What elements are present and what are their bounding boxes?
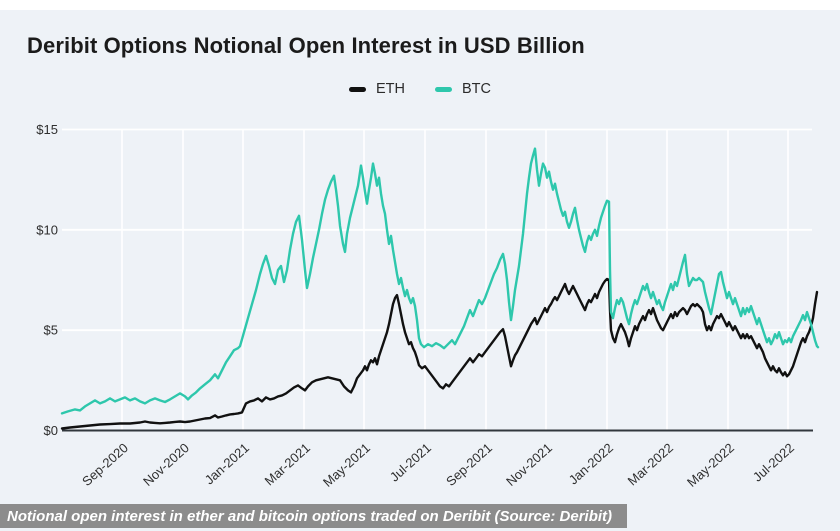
page-title: Deribit Options Notional Open Interest i… xyxy=(27,33,585,58)
y-axis-tick-label: $10 xyxy=(36,222,58,237)
legend-item-btc: BTC xyxy=(435,81,491,97)
x-axis-tick-label: Mar-2021 xyxy=(262,440,313,488)
x-axis-tick-label: Jul-2021 xyxy=(387,440,434,485)
x-axis-tick-label: Jan-2022 xyxy=(566,440,616,487)
x-axis-tick-label: May-2021 xyxy=(320,440,373,490)
btc-line-series xyxy=(60,147,820,415)
legend-label-eth: ETH xyxy=(376,81,405,97)
x-axis-tick-label: Jul-2022 xyxy=(750,440,797,485)
caption-text: Notional open interest in ether and bitc… xyxy=(7,507,613,525)
eth-line-swatch-icon xyxy=(349,86,366,92)
x-axis-tick-label: Sep-2020 xyxy=(79,440,131,489)
legend-label-btc: BTC xyxy=(462,81,491,97)
y-axis-tick-label: $15 xyxy=(36,122,58,137)
x-axis-tick-label: Sep-2021 xyxy=(443,440,495,489)
x-axis-tick-label: Nov-2021 xyxy=(503,440,555,489)
eth-line-series xyxy=(60,277,819,430)
x-axis-tick-label: Mar-2022 xyxy=(625,440,676,488)
caption-bar: Notional open interest in ether and bitc… xyxy=(0,504,627,528)
btc-line-swatch-icon xyxy=(435,86,452,92)
x-axis-tick-label: May-2022 xyxy=(684,440,737,490)
x-axis-tick-label: Nov-2020 xyxy=(140,440,192,489)
legend-item-eth: ETH xyxy=(349,81,405,97)
y-axis-tick-label: $5 xyxy=(44,323,58,338)
x-axis-tick-label: Jan-2021 xyxy=(202,440,252,487)
legend: ETH BTC xyxy=(0,81,840,97)
y-axis-tick-label: $0 xyxy=(44,423,58,438)
chart-background xyxy=(0,10,840,531)
